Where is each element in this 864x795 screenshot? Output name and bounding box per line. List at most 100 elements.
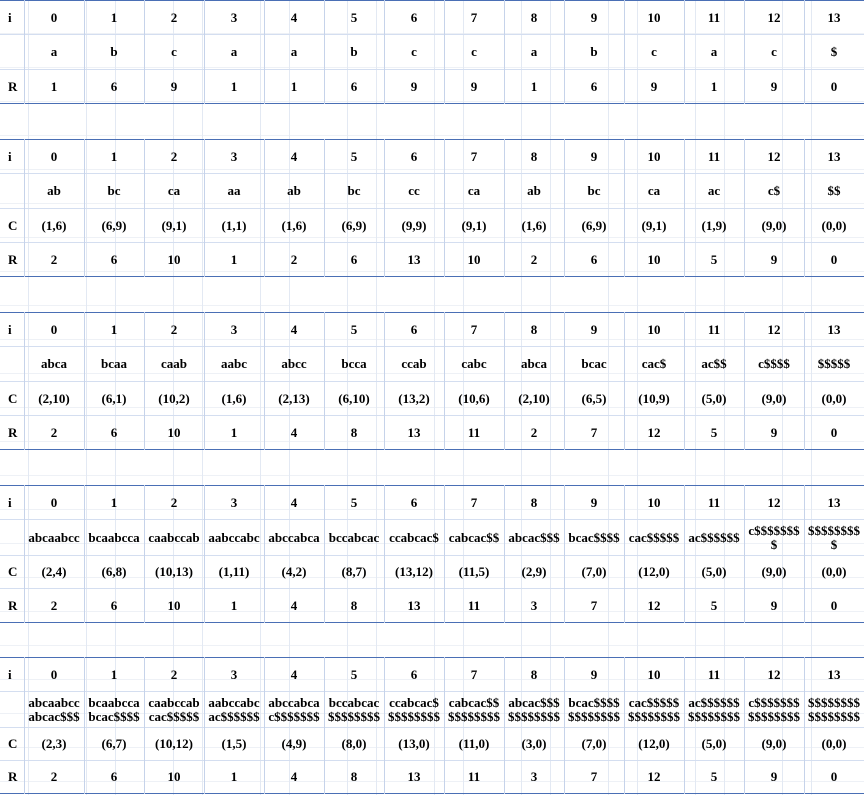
- table-cell: 6: [323, 242, 384, 277]
- table-cell: 1: [83, 485, 144, 520]
- table-cell: 6: [563, 69, 624, 104]
- table-cell: 10: [623, 0, 684, 35]
- table-cell: (9,1): [623, 208, 684, 243]
- table-cell: 0: [23, 312, 84, 347]
- table-cell: 0: [803, 69, 864, 104]
- table-cell: abccabca: [263, 519, 324, 556]
- table-cell: b: [563, 34, 624, 70]
- table-cell: 1: [203, 69, 264, 104]
- table-cell: 9: [563, 657, 624, 692]
- table-cell: (0,0): [803, 381, 864, 416]
- table-cell: (5,0): [683, 555, 744, 589]
- table-cell: 2: [503, 242, 564, 277]
- table-cell: (5,0): [683, 727, 744, 761]
- table-cell: 13: [803, 312, 864, 347]
- table-cell: cc: [383, 173, 444, 209]
- table-cell: 1: [203, 760, 264, 794]
- row-label: R: [0, 69, 24, 104]
- table-cell: 3: [503, 760, 564, 794]
- table-cell: 6: [563, 242, 624, 277]
- table-cell: bcac$$$$ $$$$$$$$: [563, 691, 624, 728]
- row-label: [0, 519, 24, 556]
- table-cell: 6: [323, 69, 384, 104]
- table-cell: c$$$$$$$ $$$$$$$$: [743, 691, 804, 728]
- table-cell: 8: [323, 588, 384, 623]
- table-cell: 12: [743, 0, 804, 35]
- table-cell: abcac$$$ $$$$$$$$: [503, 691, 564, 728]
- table-cell: 12: [623, 588, 684, 623]
- table-cell: 8: [323, 760, 384, 794]
- table-cell: bcac: [563, 346, 624, 382]
- row-label: i: [8, 9, 12, 25]
- table-cell: cabcac$$ $$$$$$$$: [443, 691, 504, 728]
- table-cell: 2: [143, 657, 204, 692]
- table-cell: 11: [443, 415, 504, 450]
- table-cell: (8,0): [323, 727, 384, 761]
- table-row: R 2 6 10 1 4 8 13 11 3 7 12 5 9 0: [0, 760, 864, 794]
- table-cell: 9: [563, 0, 624, 35]
- table-cell: (13,12): [383, 555, 444, 589]
- table-cell: 8: [503, 139, 564, 174]
- row-label: C: [0, 727, 24, 761]
- table-cell: abca: [23, 346, 84, 382]
- table-cell: 2: [143, 139, 204, 174]
- table-cell: 6: [383, 0, 444, 35]
- table-cell: 7: [443, 0, 504, 35]
- table-cell: 7: [563, 760, 624, 794]
- table-cell: 5: [323, 312, 384, 347]
- table-cell: (10,13): [143, 555, 204, 589]
- table-cell: 10: [623, 139, 684, 174]
- table-cell: 13: [803, 657, 864, 692]
- table-cell: 6: [83, 415, 144, 450]
- table-cell: ac: [683, 173, 744, 209]
- table-cell: 3: [203, 139, 264, 174]
- table-cell: 2: [23, 588, 84, 623]
- table-cell: abcc: [263, 346, 324, 382]
- table-cell: bcca: [323, 346, 384, 382]
- table-cell: 10: [623, 242, 684, 277]
- table-cell: (9,1): [143, 208, 204, 243]
- table-cell: 0: [23, 0, 84, 35]
- table-cell: a: [23, 34, 84, 70]
- row-label: C: [0, 555, 24, 589]
- table-cell: 1: [683, 69, 744, 104]
- table-cell: (10,2): [143, 381, 204, 416]
- table-cell: bcac$$$$: [563, 519, 624, 556]
- table-cell: cac$$$$$: [623, 519, 684, 556]
- table-cell: c: [143, 34, 204, 70]
- table-row: abcaabcc abcac$$$ bcaabcca bcac$$$$ caabcc…: [0, 691, 864, 728]
- table-cell: 9: [143, 69, 204, 104]
- table-cell: 8: [323, 415, 384, 450]
- table-cell: (12,0): [623, 555, 684, 589]
- table-cell: abcac$$$: [503, 519, 564, 556]
- table-cell: (6,8): [83, 555, 144, 589]
- table-cell: 6: [383, 485, 444, 520]
- table-cell: 6: [83, 588, 144, 623]
- table-4: i 0 1 2 3 4 5 6 7 8 9 10 11 12 13 abcaabcc bcaabcca caab…: [0, 485, 864, 623]
- table-cell: (4,2): [263, 555, 324, 589]
- table-cell: (6,9): [323, 208, 384, 243]
- table-cell: 1: [203, 242, 264, 277]
- table-cell: 12: [743, 139, 804, 174]
- table-cell: bc: [83, 173, 144, 209]
- table-cell: 3: [203, 0, 264, 35]
- table-cell: (6,10): [323, 381, 384, 416]
- table-cell: bccabcac $$$$$$$$: [323, 691, 384, 728]
- table-cell: 3: [503, 588, 564, 623]
- table-cell: 12: [743, 657, 804, 692]
- table-cell: 5: [323, 485, 384, 520]
- table-cell: (2,10): [23, 381, 84, 416]
- table-cell: 8: [503, 485, 564, 520]
- table-cell: (1,5): [203, 727, 264, 761]
- table-cell: c$$$$$$$ $: [743, 519, 804, 556]
- table-cell: (6,7): [83, 727, 144, 761]
- table-cell: 10: [623, 312, 684, 347]
- table-cell: 1: [503, 69, 564, 104]
- table-cell: ca: [143, 173, 204, 209]
- table-cell: (8,7): [323, 555, 384, 589]
- table-cell: a: [263, 34, 324, 70]
- table-row: abca bcaa caab aabc abcc bcca ccab cabc abca bcac…: [0, 346, 864, 382]
- table-cell: c: [623, 34, 684, 70]
- table-3: i 0 1 2 3 4 5 6 7 8 9 10 11 12 13 abca bcaa caab aabc abcc…: [0, 312, 864, 450]
- row-label: C: [0, 208, 24, 243]
